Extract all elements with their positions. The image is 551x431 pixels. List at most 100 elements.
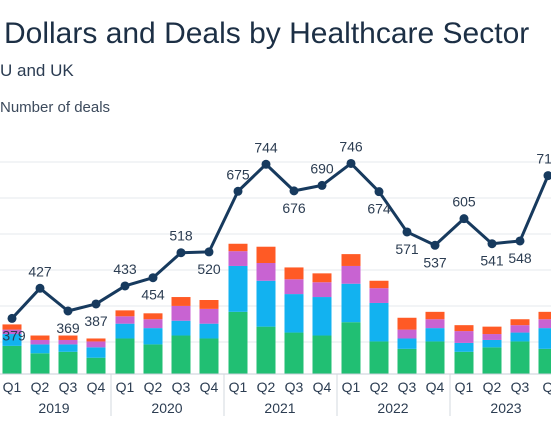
year-label: 2019: [38, 400, 69, 416]
bar-segment: [171, 305, 191, 321]
year-label: 2023: [490, 400, 521, 416]
bar-segment: [199, 308, 219, 324]
bar-segment: [30, 353, 50, 374]
x-tick-label: Q3: [285, 379, 304, 395]
x-tick-label: Q1: [116, 379, 135, 395]
bar-segment: [284, 332, 304, 374]
x-tick-label: Q4: [313, 379, 332, 395]
deals-point: [176, 248, 186, 258]
x-tick-label: Q4: [87, 379, 106, 395]
deal-data-label: 676: [282, 200, 306, 216]
bar-segment: [538, 328, 551, 349]
deal-data-label: 571: [395, 241, 419, 257]
x-tick-label: Q2: [257, 379, 276, 395]
bar-segment: [143, 344, 163, 374]
y-axis-label: Number of deals: [0, 99, 111, 116]
year-label: 2022: [377, 400, 408, 416]
deals-point: [204, 247, 214, 257]
bar-segment: [199, 323, 219, 339]
bar-segment: [510, 325, 530, 333]
bar-segment: [58, 351, 78, 374]
bar-segment: [58, 344, 78, 352]
bar-segment: [369, 302, 389, 342]
bar-segment: [425, 341, 445, 374]
x-tick-label: Q2: [370, 379, 389, 395]
deals-point: [430, 240, 440, 250]
deal-data-label: 387: [84, 313, 108, 329]
bar-segment: [115, 323, 135, 339]
deal-data-label: 675: [226, 166, 250, 182]
bar-segment: [538, 319, 551, 329]
bar-segment: [143, 313, 163, 320]
bar-segment: [369, 288, 389, 303]
bar-segment: [171, 297, 191, 306]
deals-point: [346, 158, 356, 168]
bar-segment: [30, 335, 50, 340]
bar-segment: [199, 338, 219, 374]
year-label: 2021: [264, 400, 295, 416]
bar-segment: [228, 251, 248, 266]
deals-point: [7, 313, 17, 323]
bar-segment: [454, 351, 474, 374]
x-tick-label: Q1: [229, 379, 248, 395]
deals-point: [261, 159, 271, 169]
bar-segment: [425, 319, 445, 329]
deals-point: [148, 273, 158, 283]
deals-point: [63, 306, 73, 316]
bar-segment: [30, 339, 50, 345]
deals-point: [515, 236, 525, 246]
deal-data-label: 674: [367, 201, 391, 217]
deal-data-label: 744: [254, 139, 278, 155]
deals-point: [120, 281, 130, 291]
bar-segment: [510, 319, 530, 326]
deal-data-label: 433: [113, 261, 137, 277]
deal-data-label: 454: [141, 287, 165, 303]
deals-point: [402, 227, 412, 237]
bar-segment: [143, 319, 163, 329]
bar-segment: [312, 297, 332, 336]
bar-segment: [312, 335, 332, 374]
bar-segment: [397, 338, 417, 349]
bar-segment: [199, 300, 219, 309]
bar-segment: [510, 332, 530, 342]
bar-segment: [2, 334, 22, 346]
bar-segment: [284, 279, 304, 295]
bar-segment: [256, 263, 276, 281]
bar-segment: [482, 347, 502, 374]
deal-data-label: 379: [2, 327, 26, 343]
x-tick-label: Q1: [3, 379, 22, 395]
bar-segment: [2, 345, 22, 374]
chart-title: Dollars and Deals by Healthcare Sector: [4, 17, 530, 50]
bar-segment: [86, 347, 106, 358]
deals-point: [35, 283, 45, 293]
x-tick-label: Q4: [200, 379, 219, 395]
bar-segment: [425, 311, 445, 320]
bar-segment: [115, 338, 135, 374]
deals-point: [543, 171, 551, 181]
x-tick-label: Q2: [144, 379, 163, 395]
bar-segment: [256, 246, 276, 263]
bar-segment: [369, 341, 389, 374]
bar-segment: [284, 267, 304, 280]
bar-segment: [341, 265, 361, 284]
x-tick-label: Q3: [511, 379, 530, 395]
bar-segment: [538, 348, 551, 374]
bar-segment: [86, 357, 106, 374]
deal-data-label: 518: [169, 228, 193, 244]
chart-subtitle: U and UK: [0, 61, 74, 80]
bar-segment: [341, 322, 361, 374]
deals-point: [91, 299, 101, 309]
x-tick-label: Q3: [59, 379, 78, 395]
deal-data-label: 520: [197, 261, 221, 277]
bar-segment: [341, 254, 361, 266]
bar-segment: [454, 325, 474, 332]
bar-segment: [397, 329, 417, 339]
bar-segment: [58, 335, 78, 340]
bar-segment: [369, 280, 389, 289]
bar-segment: [171, 335, 191, 374]
deals-point: [233, 186, 243, 196]
bar-segment: [2, 324, 22, 330]
bar-segment: [256, 326, 276, 374]
x-tick-label: Q3: [172, 379, 191, 395]
